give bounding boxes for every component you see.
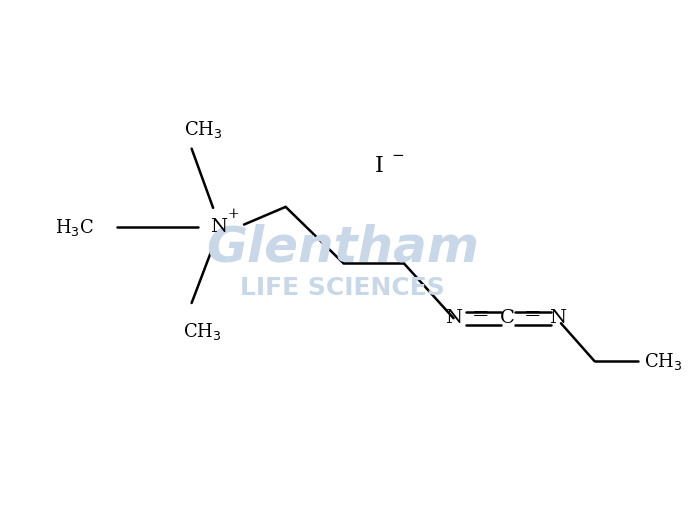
Text: C: C <box>500 309 515 327</box>
Text: =: = <box>472 305 489 323</box>
Text: N: N <box>549 309 566 327</box>
Text: H$_3$C: H$_3$C <box>55 217 95 238</box>
Text: I: I <box>375 155 384 177</box>
Text: CH$_3$: CH$_3$ <box>184 119 222 139</box>
Text: Glentham: Glentham <box>206 224 480 271</box>
Text: −: − <box>391 149 404 163</box>
Text: +: + <box>228 207 239 222</box>
Text: N: N <box>210 218 227 236</box>
Text: CH$_3$: CH$_3$ <box>644 350 682 372</box>
Text: =: = <box>523 305 541 323</box>
Text: CH$_3$: CH$_3$ <box>183 321 221 342</box>
Text: N: N <box>445 309 462 327</box>
Text: LIFE SCIENCES: LIFE SCIENCES <box>240 276 445 300</box>
